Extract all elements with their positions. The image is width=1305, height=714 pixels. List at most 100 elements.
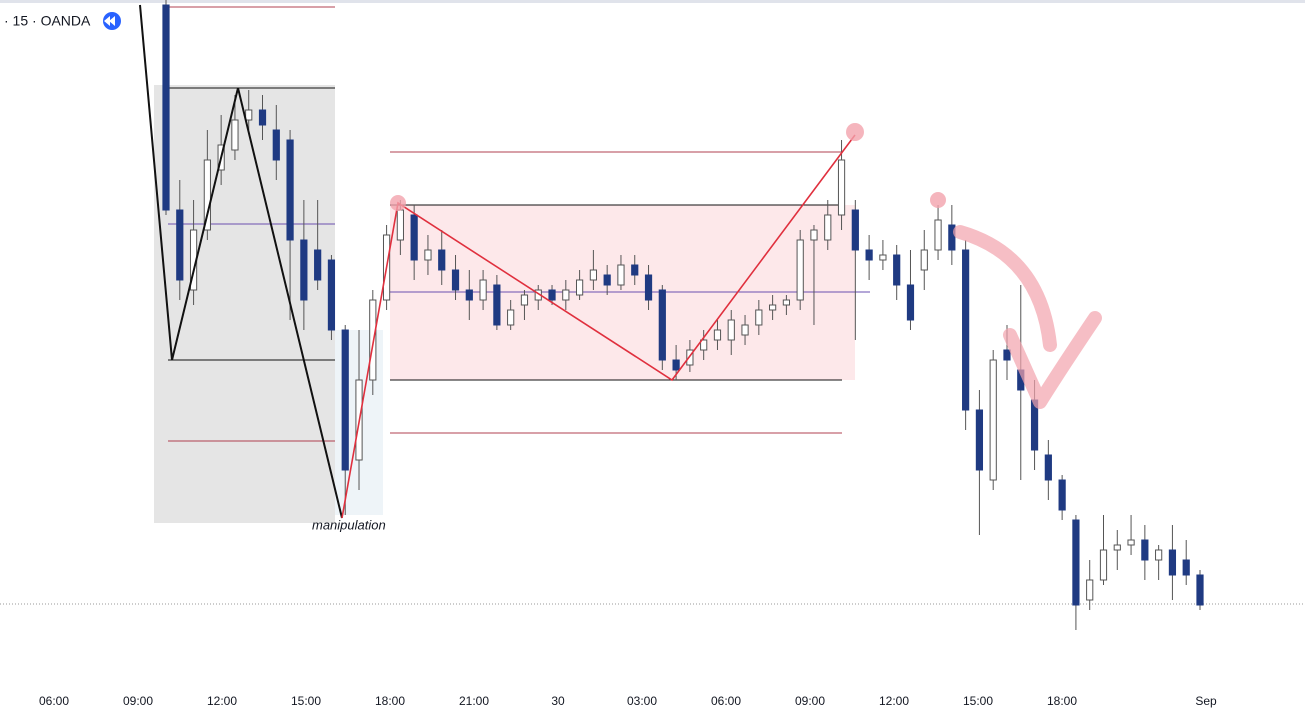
candle-body — [810, 229, 818, 241]
marker — [930, 192, 946, 208]
brush-stroke — [1003, 311, 1102, 409]
annotations — [139, 4, 1102, 519]
candle-body — [755, 309, 763, 326]
candle-body — [1003, 349, 1011, 361]
x-tick-label: 03:00 — [627, 694, 657, 708]
x-tick-label: Sep — [1195, 694, 1217, 708]
marker — [390, 195, 406, 211]
candle-body — [410, 214, 418, 261]
candle-body — [920, 249, 928, 271]
candle-body — [672, 359, 680, 371]
candle-body — [837, 159, 846, 216]
candle-body — [327, 259, 336, 331]
candle-body — [824, 214, 832, 241]
x-axis: 06:00 09:00 12:00 15:00 18:00 21:00 30 0… — [39, 694, 1217, 708]
x-tick-label: 12:00 — [879, 694, 909, 708]
x-tick-label: 21:00 — [459, 694, 489, 708]
candle-body — [962, 249, 970, 411]
x-tick-label: 15:00 — [291, 694, 321, 708]
x-tick-label: 09:00 — [123, 694, 153, 708]
x-tick-label: 18:00 — [1047, 694, 1077, 708]
candle-body — [176, 209, 184, 281]
top-border — [0, 0, 1305, 3]
candle-body — [989, 359, 997, 481]
candle-body — [1072, 519, 1080, 606]
candle-body — [520, 294, 529, 306]
candle-body — [369, 299, 377, 381]
candle-body — [865, 249, 873, 261]
candle-body — [741, 324, 749, 336]
candle-body — [396, 209, 404, 241]
candle-body — [658, 289, 666, 361]
x-tick-label: 12:00 — [207, 694, 237, 708]
x-tick-label: 30 — [551, 694, 565, 708]
x-tick-label: 18:00 — [375, 694, 405, 708]
candle-body — [1168, 549, 1177, 576]
candle-body — [1086, 579, 1094, 601]
candle-body — [700, 339, 708, 351]
candle-body — [1099, 549, 1108, 581]
candle-body — [769, 304, 777, 311]
candle-body — [162, 4, 170, 211]
x-tick-label: 06:00 — [711, 694, 741, 708]
candle-body — [1141, 539, 1149, 561]
candle-body — [548, 289, 556, 301]
candle-body — [1182, 559, 1190, 576]
candle-body — [713, 329, 722, 341]
candle-body — [1155, 549, 1163, 561]
candle-body — [796, 239, 804, 301]
candle-body — [424, 249, 432, 261]
range-box — [154, 85, 335, 523]
candle-body — [1196, 574, 1204, 606]
candle-body — [1058, 479, 1066, 511]
candle-body — [231, 119, 239, 151]
symbol-title: · 15 · OANDA — [4, 13, 91, 29]
candle-body — [1113, 544, 1121, 551]
candle-body — [451, 269, 460, 291]
candle-body — [589, 269, 597, 281]
candle-body — [617, 264, 625, 286]
candle-body — [686, 349, 694, 366]
x-tick-label: 06:00 — [39, 694, 69, 708]
brush-stroke — [953, 225, 1057, 352]
candle-body — [286, 139, 294, 241]
zigzag — [341, 134, 856, 519]
candle-body — [479, 279, 487, 301]
candle-body — [644, 274, 653, 301]
candle-body — [1044, 454, 1052, 481]
candle-body — [203, 159, 211, 231]
candle-body — [562, 289, 570, 301]
candle-body — [507, 309, 515, 326]
candle-body — [727, 319, 735, 341]
candle-body — [272, 129, 280, 161]
candle-body — [438, 249, 446, 271]
marker — [846, 123, 864, 141]
candle-body — [493, 284, 501, 326]
candle-body — [245, 109, 253, 121]
candle-body — [782, 299, 791, 306]
candle-body — [300, 239, 308, 301]
replay-icon — [104, 16, 115, 26]
candle-body — [631, 264, 639, 276]
candle-body — [975, 409, 984, 471]
candle-body — [314, 249, 322, 281]
candle-body — [603, 274, 611, 286]
candles — [162, 0, 1204, 630]
candle-body — [1127, 539, 1135, 546]
x-tick-label: 15:00 — [963, 694, 993, 708]
candle-body — [879, 254, 887, 261]
annotation: manipulation — [312, 517, 386, 532]
x-tick-label: 09:00 — [795, 694, 825, 708]
candle-body — [948, 224, 956, 251]
candle-body — [893, 254, 901, 286]
candle-body — [465, 289, 473, 301]
candle-body — [258, 109, 267, 126]
candle-body — [851, 209, 859, 251]
candle-body — [341, 329, 349, 471]
candle-body — [934, 219, 942, 251]
zigzag — [139, 4, 343, 519]
candle-body — [575, 279, 584, 296]
candle-body — [906, 284, 915, 321]
